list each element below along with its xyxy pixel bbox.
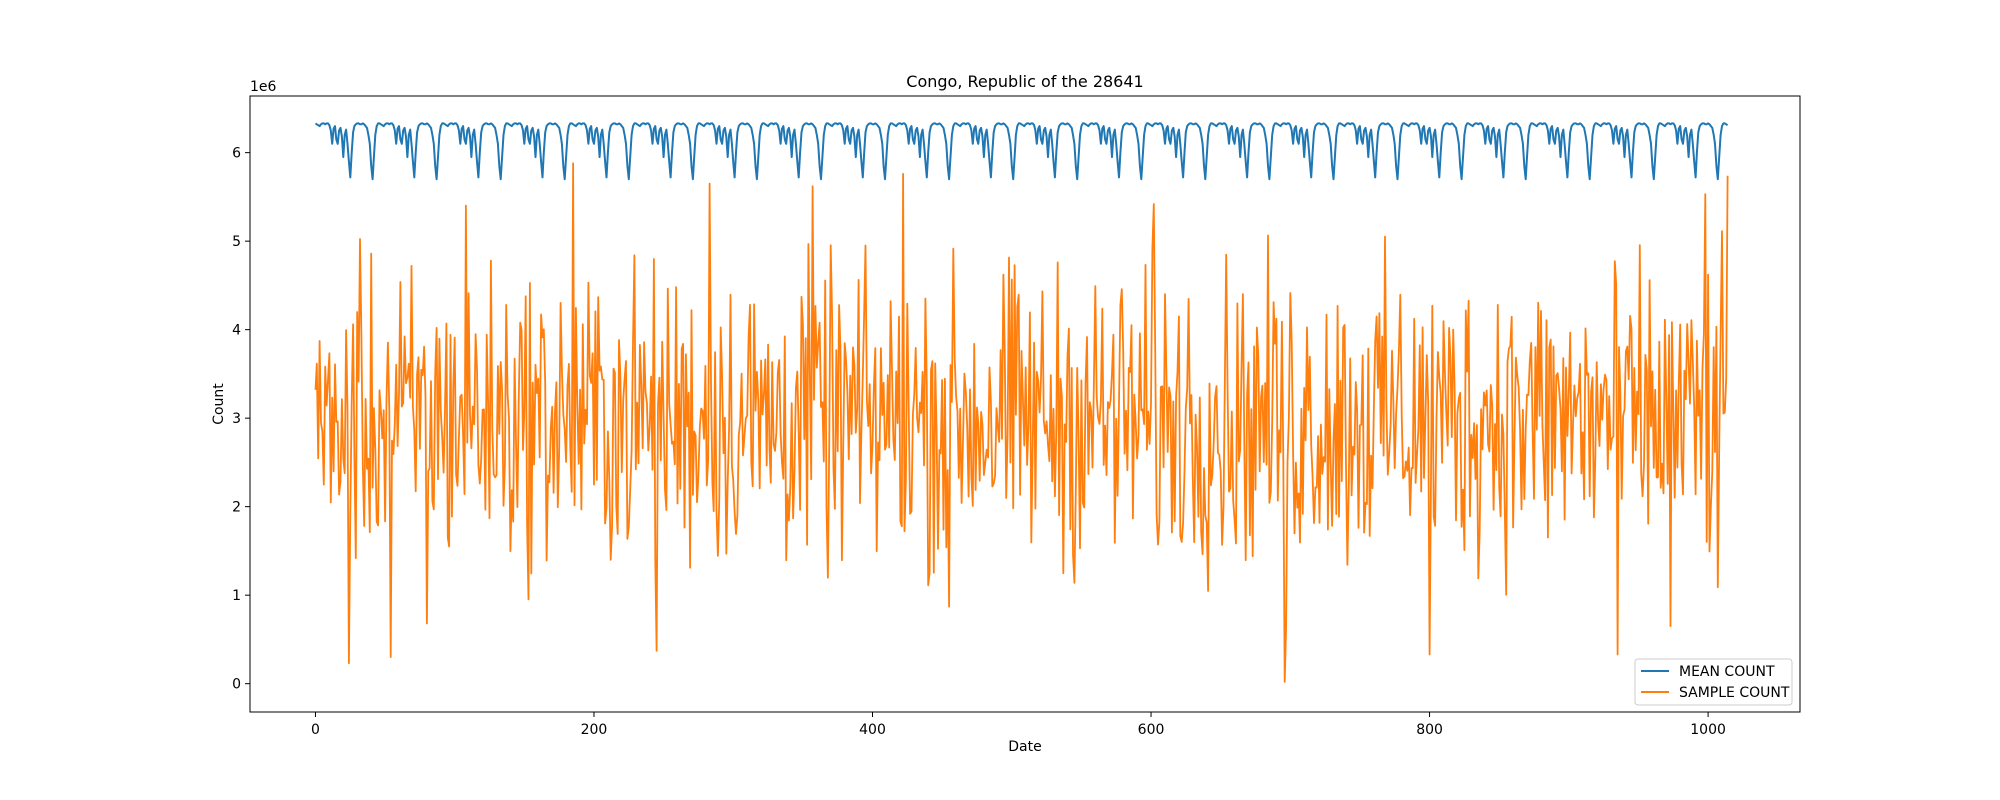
y-tick-label: 0 xyxy=(232,677,241,693)
y-tick-label: 2 xyxy=(232,500,241,516)
series-line-mean-count xyxy=(314,122,1729,181)
legend-box xyxy=(1634,658,1793,706)
y-tick-label: 1 xyxy=(232,588,241,604)
plot-area xyxy=(249,95,1801,713)
x-axis-ticks: 0 200 400 600 800 1000 xyxy=(311,712,1726,738)
legend-label-mean-count: MEAN COUNT xyxy=(1679,664,1775,680)
series-layer xyxy=(314,122,1729,683)
x-tick-label: 1000 xyxy=(1690,722,1726,738)
y-axis-ticks: 0 1 2 3 4 5 6 xyxy=(232,146,250,693)
y-tick-label: 3 xyxy=(232,411,241,427)
x-axis-label: Date xyxy=(1008,739,1041,755)
x-tick-label: 600 xyxy=(1138,722,1165,738)
legend: MEAN COUNT SAMPLE COUNT xyxy=(1634,658,1793,706)
x-tick-label: 800 xyxy=(1416,722,1443,738)
y-tick-label: 4 xyxy=(232,323,241,339)
y-axis-label: Count xyxy=(211,383,227,425)
x-tick-label: 0 xyxy=(311,722,320,738)
x-tick-label: 200 xyxy=(581,722,608,738)
y-tick-label: 6 xyxy=(232,146,241,162)
y-tick-label: 5 xyxy=(232,234,241,250)
y-axis-offset-label: 1e6 xyxy=(250,79,277,95)
chart-title: Congo, Republic of the 28641 xyxy=(906,72,1143,91)
x-tick-label: 400 xyxy=(859,722,886,738)
axes-frame xyxy=(249,95,1801,713)
legend-label-sample-count: SAMPLE COUNT xyxy=(1679,685,1790,701)
series-line-sample-count xyxy=(314,162,1729,683)
